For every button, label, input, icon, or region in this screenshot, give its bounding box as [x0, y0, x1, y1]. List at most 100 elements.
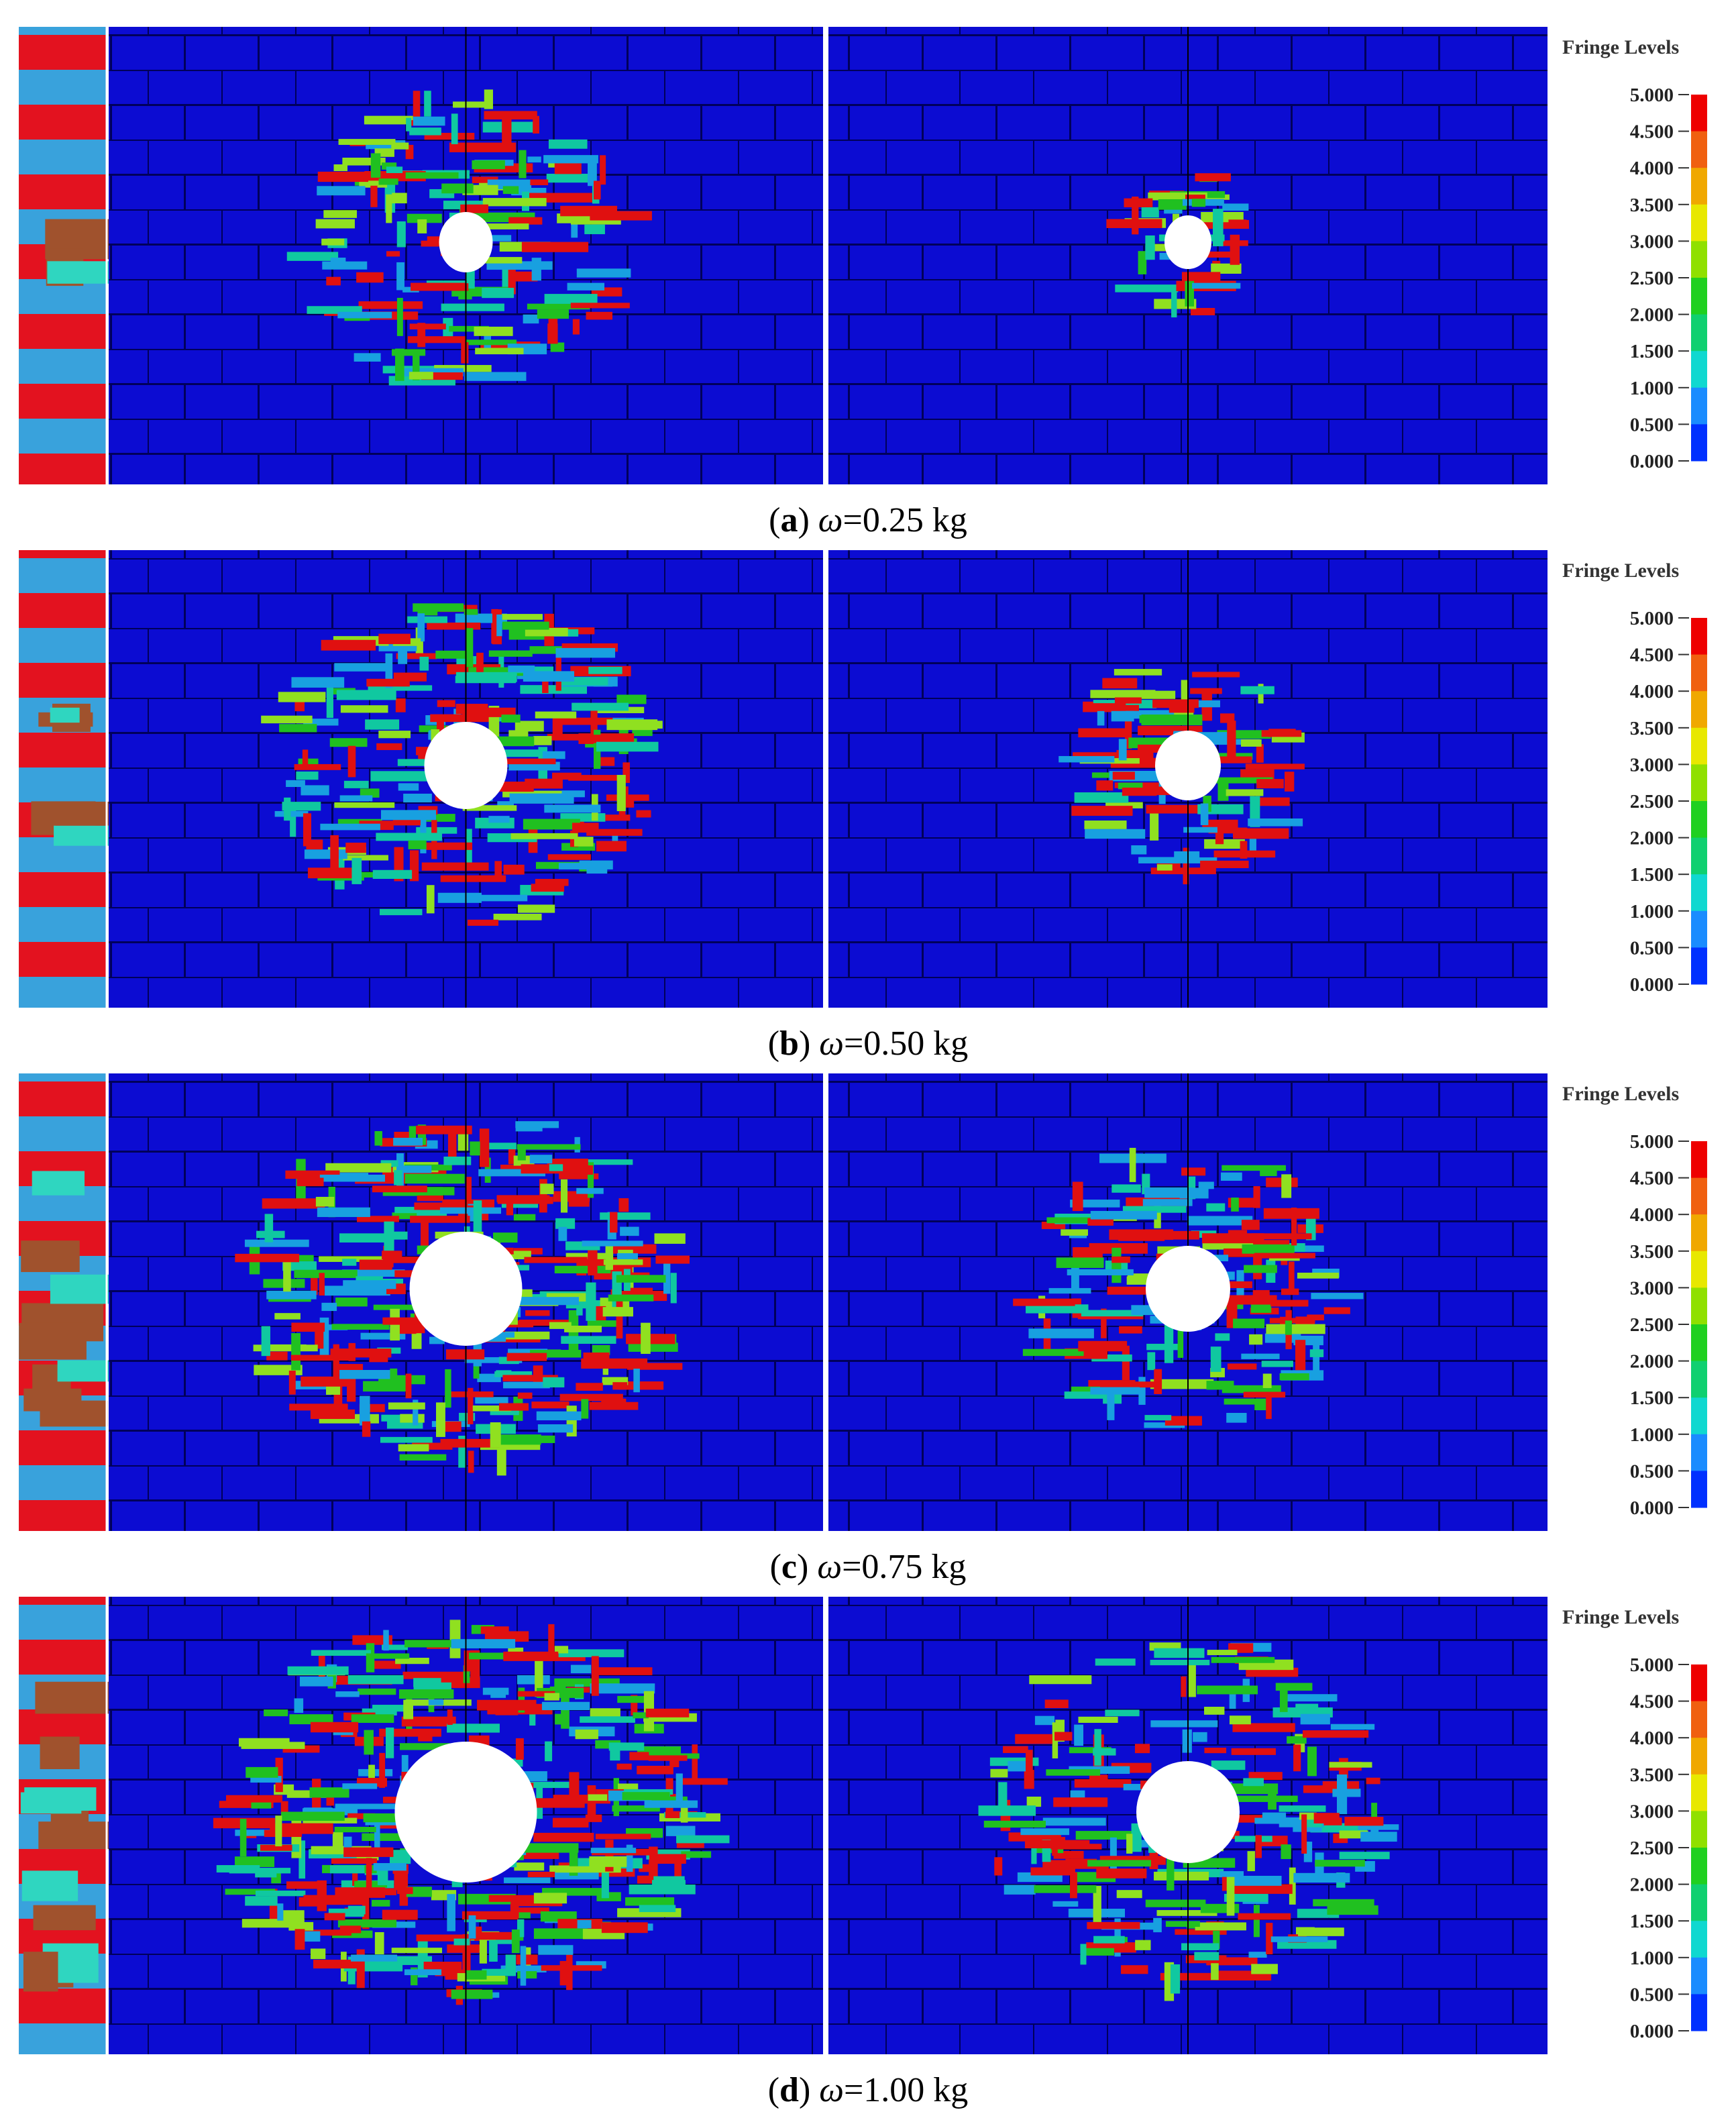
damage-patch [1026, 1304, 1089, 1314]
damage-patch [447, 1724, 500, 1733]
legend-label: 0.000 [1630, 2021, 1674, 2042]
damage-patch [1233, 1318, 1265, 1328]
damage-patch [535, 711, 577, 719]
damage-patch [376, 833, 443, 841]
damage-patch [1234, 1875, 1282, 1886]
damage-patch [320, 823, 380, 831]
damage-patch [1211, 1656, 1275, 1663]
damage-patch [409, 1126, 417, 1146]
damage-patch [1087, 1860, 1151, 1867]
damage-patch [357, 1216, 399, 1222]
caption-part: ( [770, 1548, 781, 1586]
damage-patch [334, 663, 386, 672]
damage-patch [517, 1971, 537, 1979]
damage-patch [381, 1414, 413, 1422]
damage-patch [590, 1708, 620, 1718]
damage-patch [370, 185, 378, 207]
damage-patch [622, 762, 631, 783]
damage-patch [1131, 845, 1147, 855]
panel: Fringe Levels 5.000 4.500 4.000 3.500 3.000 2.… [19, 1597, 1707, 2109]
damage-patch [250, 1776, 282, 1783]
damage-patch [396, 1153, 404, 1187]
damage-patch [596, 841, 627, 852]
damage-patch [1313, 1899, 1374, 1907]
damage-patch [1227, 721, 1236, 759]
damage-patch [1073, 752, 1127, 758]
damage-patch [1261, 1361, 1293, 1367]
damage-patch [508, 268, 516, 295]
damage-patch [374, 1814, 380, 1848]
damage-patch [440, 875, 506, 882]
damage-patch [484, 1331, 550, 1340]
damage-patch [1147, 1352, 1156, 1371]
damage-patch [576, 1296, 583, 1316]
damage-patch [402, 1671, 466, 1679]
damage-patch [1191, 199, 1206, 207]
damage-patch [396, 221, 406, 248]
damage-patch [435, 650, 472, 659]
caption-part: ) [798, 501, 818, 539]
damage-patch [1302, 1730, 1369, 1738]
caption-part: ( [769, 501, 780, 539]
damage-patch [1096, 780, 1114, 791]
damage-patch [290, 804, 296, 837]
damage-patch [408, 840, 427, 849]
damage-patch [347, 1675, 404, 1685]
damage-patch [1111, 1247, 1122, 1283]
damage-patch [324, 1913, 345, 1921]
damage-patch [1192, 282, 1241, 289]
damage-patch [1181, 1943, 1219, 1950]
damage-patch [413, 603, 464, 612]
legend-label: 0.500 [1630, 1984, 1674, 2005]
damage-patch [379, 1728, 441, 1737]
damage-patch [286, 780, 305, 788]
damage-patch [1231, 1748, 1276, 1755]
damage-patch [330, 835, 339, 871]
damage-patch [476, 652, 484, 674]
damage-patch [536, 1411, 582, 1421]
panel: Fringe Levels 5.000 4.500 4.000 3.500 3.000 2.… [19, 1073, 1707, 1586]
damage-patch [351, 1954, 398, 1962]
damage-patch [1289, 1261, 1295, 1293]
damage-patch [1145, 1899, 1206, 1907]
damage-patch [681, 1851, 712, 1858]
damage-patch [558, 1226, 567, 1241]
damage-patch [1371, 1803, 1378, 1821]
damage-patch [1315, 1860, 1365, 1867]
damage-patch [616, 1275, 666, 1283]
damage-patch [405, 144, 414, 160]
damage-patch [490, 1422, 501, 1448]
damage-patch [1192, 672, 1240, 678]
legend-swatch [1691, 910, 1707, 948]
damage-patch [343, 780, 369, 788]
damage-patch [445, 1369, 451, 1408]
damage-patch [644, 1800, 698, 1808]
damage-patch [339, 1369, 390, 1379]
damage-patch [226, 1795, 282, 1803]
damage-patch [462, 894, 528, 902]
damage-patch [1252, 1289, 1270, 1297]
damage-patch [309, 1324, 348, 1330]
damage-patch [299, 1677, 333, 1687]
damage-patch [343, 1847, 394, 1857]
damage-patch [518, 904, 555, 913]
damage-patch [1289, 1867, 1296, 1905]
damage-patch [385, 653, 393, 688]
damage-patch [663, 1258, 671, 1294]
damage-patch [333, 164, 347, 172]
damage-patch [321, 238, 345, 246]
damage-patch [675, 1773, 683, 1806]
damage-patch [391, 142, 409, 150]
damage-patch [1224, 1893, 1268, 1902]
damage-patch [427, 236, 447, 242]
damage-patch [587, 1320, 622, 1327]
damage-patch [1215, 1333, 1230, 1341]
damage-patch [1156, 1910, 1217, 1916]
damage-patch [1118, 782, 1143, 790]
damage-patch [398, 1689, 454, 1699]
damage-patch [1078, 1310, 1144, 1317]
damage-patch [216, 1865, 260, 1873]
damage-patch [608, 1294, 654, 1302]
damage-patch [304, 849, 347, 859]
damage-patch [1253, 1186, 1260, 1208]
